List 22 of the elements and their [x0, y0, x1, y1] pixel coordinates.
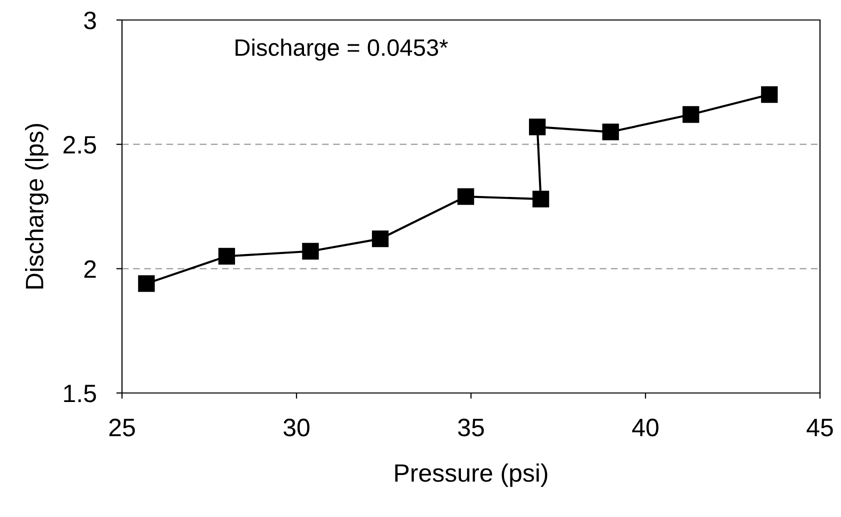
point [682, 106, 700, 123]
y-tick-label: 2.5 [64, 136, 96, 154]
y-axis-title: Discharge (lps) [25, 124, 48, 288]
point [457, 188, 474, 205]
x-tick-label: 45 [806, 418, 833, 436]
point [532, 190, 550, 208]
y-tick-label: 3 [84, 12, 96, 30]
annotation: Discharge = 0.0453* [236, 38, 448, 61]
point [372, 230, 389, 248]
x-tick-label: 25 [109, 418, 135, 436]
point [138, 275, 155, 292]
point [528, 118, 546, 136]
x-tick-label: 30 [284, 418, 310, 436]
x-axis-title: Pressure (psi) [395, 464, 548, 487]
point [761, 86, 778, 103]
point [602, 124, 619, 140]
y-tick-label: 2 [84, 260, 96, 278]
y-tick-label: 1.5 [64, 384, 96, 402]
x-tick-label: 35 [458, 418, 484, 436]
point [302, 242, 319, 260]
point [218, 248, 236, 265]
x-tick-label: 40 [632, 418, 658, 436]
